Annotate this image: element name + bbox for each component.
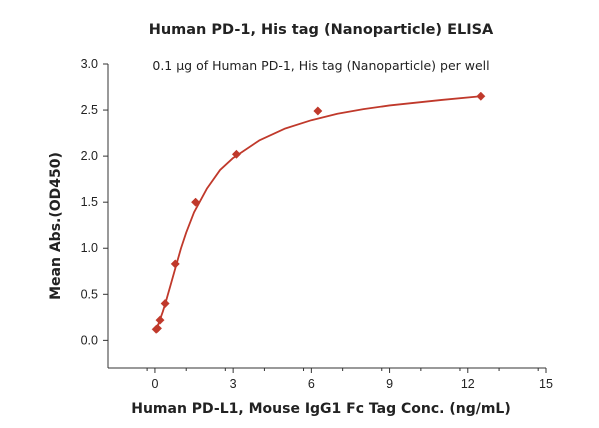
data-point <box>160 298 170 309</box>
fit-curve-layer <box>154 95 481 332</box>
x-tick-label: 15 <box>539 377 553 391</box>
x-tick-label: 3 <box>230 377 237 391</box>
x-tick-label: 6 <box>308 377 315 391</box>
y-tick-label: 3.0 <box>81 57 98 71</box>
y-tick-label: 1.0 <box>81 241 98 255</box>
data-point <box>476 91 486 101</box>
y-tick-label: 1.5 <box>81 195 98 209</box>
data-point <box>152 323 163 333</box>
data-point <box>231 149 241 159</box>
axes <box>107 64 546 369</box>
y-ticks: 0.0 0.5 1.0 1.5 2.0 2.5 3.0 <box>81 57 108 347</box>
chart-title: Human PD-1, His tag (Nanoparticle) ELISA <box>149 22 494 38</box>
y-axis-title: Mean Abs.(OD450) <box>48 152 64 300</box>
x-tick-label: 0 <box>151 377 158 391</box>
data-point <box>170 259 180 269</box>
data-points-layer <box>151 91 486 334</box>
x-axis-title: Human PD-L1, Mouse IgG1 Fc Tag Conc. (ng… <box>131 401 511 417</box>
fit-curve <box>154 95 481 332</box>
x-ticks: 0 3 6 9 12 15 <box>146 368 553 391</box>
y-tick-label: 2.5 <box>81 103 98 117</box>
data-point <box>191 197 201 207</box>
y-tick-label: 2.0 <box>81 149 98 163</box>
chart-subtitle: 0.1 µg of Human PD-1, His tag (Nanoparti… <box>152 58 489 73</box>
y-tick-label: 0.0 <box>81 333 98 347</box>
data-point <box>155 315 165 325</box>
y-tick-label: 0.5 <box>81 287 98 301</box>
x-tick-label: 12 <box>461 377 475 391</box>
x-tick-label: 9 <box>386 377 393 391</box>
data-point <box>313 106 323 116</box>
